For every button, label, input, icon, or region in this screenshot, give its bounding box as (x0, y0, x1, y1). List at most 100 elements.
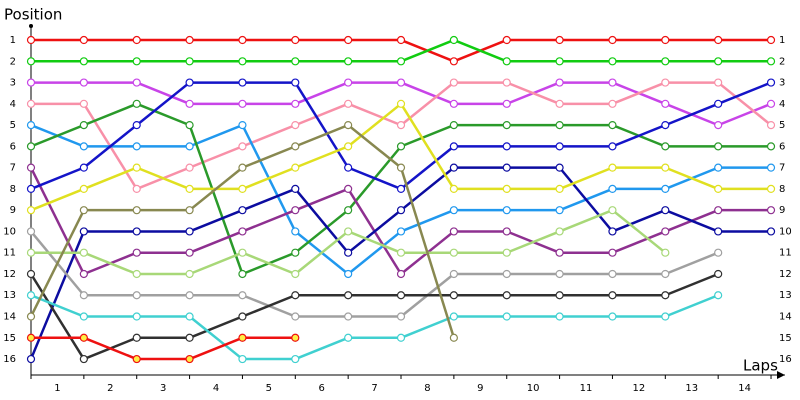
y-tick-label: 15 (3, 333, 16, 344)
x-tick-label: 5 (266, 383, 272, 394)
marker (396, 35, 406, 45)
marker (555, 163, 564, 172)
marker (608, 269, 617, 279)
marker (185, 269, 194, 279)
y-tick-label-right: 13 (779, 290, 792, 301)
marker (344, 99, 353, 108)
marker (502, 99, 511, 108)
series-line (31, 81, 772, 191)
marker (502, 269, 511, 279)
marker (714, 206, 723, 215)
series-line (30, 294, 719, 361)
marker (344, 142, 353, 151)
marker (766, 35, 776, 45)
marker (344, 121, 353, 130)
marker (396, 269, 406, 279)
y-tick-label: 4 (10, 99, 16, 110)
marker (344, 57, 353, 66)
marker (396, 248, 406, 257)
x-tick-label: 1 (54, 383, 60, 394)
marker (185, 35, 194, 45)
marker (555, 99, 564, 108)
marker (26, 333, 36, 342)
marker (238, 57, 247, 66)
marker (396, 291, 406, 300)
marker (344, 184, 353, 194)
marker (396, 333, 406, 342)
marker (238, 163, 247, 172)
marker (714, 227, 723, 236)
marker (502, 227, 511, 236)
x-tick-label: 3 (160, 383, 166, 394)
marker (238, 206, 247, 215)
marker (291, 312, 300, 321)
marker (555, 121, 564, 130)
y-tick-label-right: 12 (779, 269, 792, 280)
marker (26, 121, 36, 130)
marker (714, 121, 723, 130)
y-tick-label: 6 (10, 141, 16, 152)
marker (185, 57, 194, 66)
marker (449, 99, 458, 108)
series-line (29, 272, 719, 361)
y-tick-label: 13 (3, 290, 16, 301)
y-tick-label: 8 (10, 184, 16, 195)
marker (132, 227, 141, 236)
marker (185, 142, 194, 151)
marker (79, 291, 88, 300)
x-tick-label: 8 (424, 383, 430, 394)
marker (502, 291, 511, 300)
marker (185, 121, 194, 130)
marker (238, 35, 247, 45)
x-axis-title: Laps (743, 357, 778, 375)
marker (766, 78, 776, 87)
y-tick-label: 7 (10, 163, 16, 174)
marker (344, 78, 353, 87)
marker (555, 227, 564, 236)
marker (555, 78, 564, 87)
y-tick-label: 12 (3, 269, 16, 280)
marker (502, 206, 511, 215)
marker (766, 184, 776, 194)
y-tick-label-right: 10 (779, 226, 792, 237)
marker (185, 291, 194, 300)
marker (396, 206, 406, 215)
marker (502, 78, 511, 87)
marker (449, 291, 458, 300)
marker (291, 354, 300, 364)
marker (766, 227, 776, 236)
marker (714, 248, 723, 257)
marker (79, 78, 88, 87)
marker (344, 206, 353, 215)
marker (26, 78, 36, 87)
y-tick-label-right: 15 (779, 333, 792, 344)
marker (396, 312, 406, 321)
marker (291, 163, 300, 172)
marker (79, 142, 88, 151)
marker (608, 78, 617, 87)
marker (26, 354, 36, 364)
marker (555, 291, 564, 300)
y-tick-label-right: 1 (779, 35, 785, 46)
marker (396, 163, 406, 172)
marker (26, 248, 36, 257)
marker (132, 354, 141, 364)
marker (291, 291, 300, 300)
marker (766, 163, 776, 172)
y-tick-label: 14 (3, 312, 16, 323)
marker (396, 121, 406, 130)
marker (79, 227, 88, 236)
x-tick-label: 6 (319, 383, 325, 394)
marker (714, 184, 723, 194)
marker (396, 57, 406, 66)
series-line (31, 208, 667, 276)
series-line (29, 167, 772, 276)
marker (26, 99, 36, 108)
marker (449, 227, 458, 236)
marker (132, 184, 141, 194)
marker (449, 163, 458, 172)
marker (238, 99, 247, 108)
marker (132, 312, 141, 321)
